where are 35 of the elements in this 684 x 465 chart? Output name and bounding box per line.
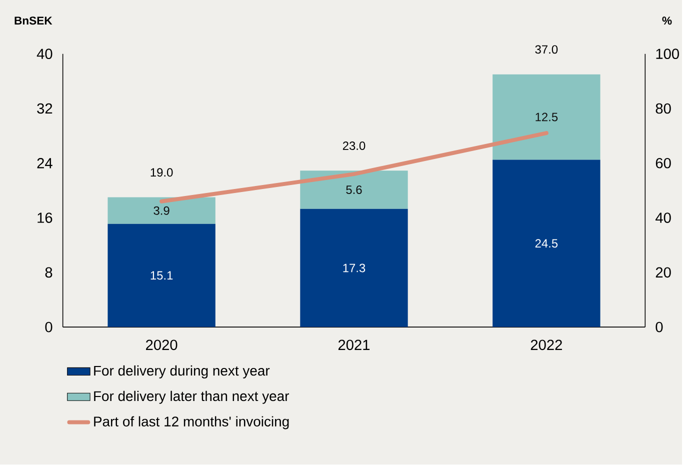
- y-tick-label: 40: [36, 48, 52, 60]
- y-tick-label: 8: [45, 267, 52, 278]
- y-tick-label: 16: [38, 212, 52, 224]
- y2-axis-title: %: [662, 16, 672, 25]
- y2-tick-label: 100: [656, 48, 679, 60]
- x-tick-label: 2020: [146, 340, 178, 350]
- legend-label: For delivery later than next year: [94, 391, 290, 404]
- x-tick-label: 2022: [530, 340, 562, 350]
- total-label: 23.0: [342, 142, 366, 150]
- x-tick-label: 2021: [338, 340, 370, 350]
- data-label: 15.1: [150, 271, 173, 280]
- bar: [492, 160, 600, 328]
- legend-label: Part of last 12 months' invoicing: [94, 416, 289, 430]
- data-label: 17.3: [343, 264, 366, 272]
- y-axis-title: BnSEK: [14, 16, 52, 25]
- y-tick-label: 24: [37, 158, 52, 168]
- legend-label: For delivery during next year: [94, 366, 270, 379]
- data-label: 24.5: [535, 239, 558, 248]
- y2-tick-label: 20: [656, 267, 671, 278]
- y2-tick-label: 80: [656, 103, 671, 114]
- y2-tick-label: 40: [656, 212, 671, 224]
- y-tick-label: 32: [37, 103, 52, 114]
- data-label: 3.9: [154, 206, 170, 216]
- bar: [108, 197, 216, 224]
- total-label: 37.0: [535, 45, 558, 54]
- y-tick-label: 0: [45, 322, 52, 332]
- bar: [300, 209, 408, 328]
- y2-tick-label: 0: [656, 322, 663, 332]
- bar: [108, 224, 216, 328]
- bar: [492, 74, 600, 160]
- bar: [300, 170, 408, 210]
- y2-tick-label: 60: [656, 158, 671, 168]
- data-label: 12.5: [536, 112, 558, 122]
- data-label: 5.6: [346, 186, 362, 194]
- total-label: 19.0: [150, 168, 173, 177]
